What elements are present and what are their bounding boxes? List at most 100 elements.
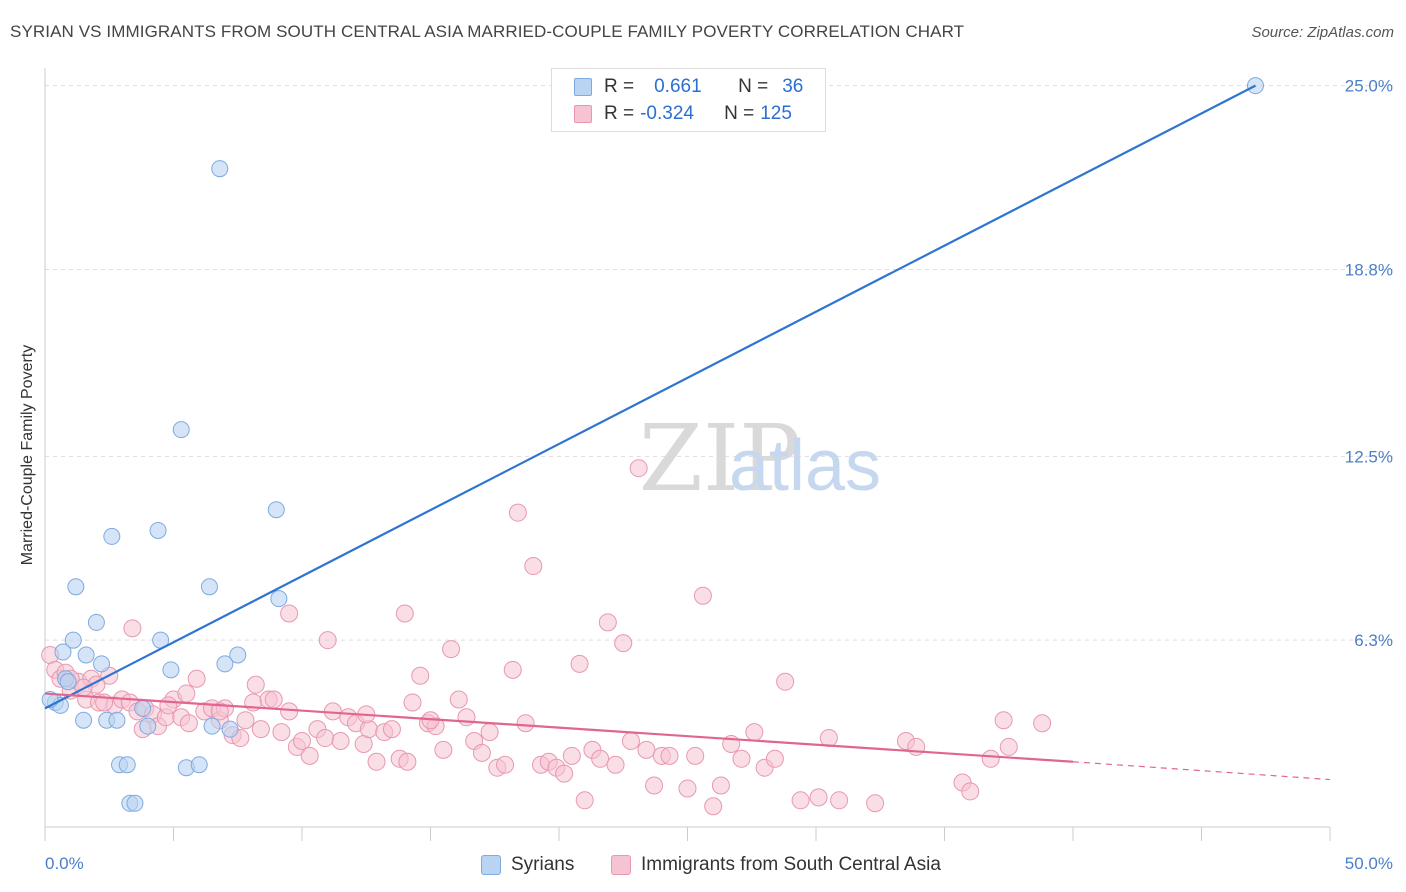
immigrants-point bbox=[645, 776, 664, 795]
syrians-point bbox=[75, 711, 93, 729]
legend-r-label: R = bbox=[604, 76, 635, 97]
syrians-point bbox=[87, 613, 105, 631]
bottom-legend-syrians: Syrians bbox=[481, 852, 574, 878]
immigrants-point bbox=[331, 732, 350, 751]
immigrants-point bbox=[606, 755, 625, 774]
syrians-point bbox=[64, 631, 82, 649]
y-tick-label: 12.5% bbox=[1345, 447, 1393, 466]
immigrants-point bbox=[508, 503, 527, 522]
syrians-point bbox=[67, 578, 85, 596]
immigrants-point bbox=[621, 732, 640, 751]
legend-r-label: R = bbox=[604, 103, 635, 124]
immigrants-point bbox=[570, 654, 589, 673]
immigrants-point bbox=[179, 714, 198, 733]
syrians-point bbox=[134, 699, 152, 717]
bottom-legend-label: Syrians bbox=[511, 854, 575, 875]
immigrants-point bbox=[246, 675, 265, 694]
chart-title: SYRIAN VS IMMIGRANTS FROM SOUTH CENTRAL … bbox=[10, 22, 965, 41]
immigrants-point bbox=[776, 672, 795, 691]
immigrants-point bbox=[693, 586, 712, 605]
immigrants-point bbox=[316, 729, 335, 748]
immigrants-point bbox=[251, 720, 270, 739]
immigrants-point bbox=[745, 723, 764, 742]
immigrants-point bbox=[280, 702, 299, 721]
immigrants-point bbox=[123, 619, 142, 638]
legend-row-immigrants: R = -0.324 N = 125 bbox=[574, 101, 792, 127]
syrians-point bbox=[267, 501, 285, 519]
x-tick-label: 50.0% bbox=[1345, 854, 1393, 873]
immigrants-point bbox=[704, 797, 723, 816]
syrians-point bbox=[172, 421, 190, 439]
syrians-point bbox=[203, 717, 221, 735]
immigrants-point bbox=[711, 776, 730, 795]
bottom-swatch-pink bbox=[611, 855, 631, 875]
legend-n-label: N = bbox=[738, 76, 769, 97]
syrians-point bbox=[126, 794, 144, 812]
immigrants-point bbox=[210, 702, 229, 721]
x-tick-label: 0.0% bbox=[45, 854, 84, 873]
syrians-point bbox=[270, 590, 288, 608]
immigrants-point bbox=[403, 693, 422, 712]
syrians-point bbox=[118, 756, 136, 774]
immigrants-point bbox=[591, 749, 610, 768]
immigrants-point bbox=[830, 791, 849, 810]
immigrants-point bbox=[272, 723, 291, 742]
syrians-points bbox=[41, 77, 1264, 812]
immigrants-point bbox=[994, 711, 1013, 730]
legend-r-value: 0.661 bbox=[654, 76, 702, 97]
immigrants-point bbox=[318, 631, 337, 650]
y-tick-label: 18.8% bbox=[1345, 261, 1393, 280]
immigrants-point bbox=[791, 791, 810, 810]
immigrants-point bbox=[907, 737, 926, 756]
syrians-point bbox=[139, 717, 157, 735]
immigrants-point bbox=[382, 720, 401, 739]
syrians-point bbox=[229, 646, 247, 664]
immigrants-point bbox=[637, 740, 656, 759]
bottom-legend-label: Immigrants from South Central Asia bbox=[641, 854, 941, 875]
immigrants-point bbox=[300, 746, 319, 765]
syrians-point bbox=[77, 646, 95, 664]
legend-r-value: -0.324 bbox=[640, 103, 694, 124]
immigrants-point bbox=[686, 746, 705, 765]
watermark-atlas: atlas bbox=[729, 426, 881, 506]
immigrants-point bbox=[614, 634, 633, 653]
immigrants-point bbox=[516, 714, 535, 733]
immigrants-point bbox=[809, 788, 828, 807]
legend-swatch-blue bbox=[574, 78, 592, 96]
immigrants-point bbox=[496, 755, 515, 774]
immigrants-point bbox=[629, 459, 648, 478]
syrians-point bbox=[200, 578, 218, 596]
immigrants-point bbox=[866, 794, 885, 813]
legend-swatch-pink bbox=[574, 105, 592, 123]
immigrants-point bbox=[367, 752, 386, 771]
syrians-point bbox=[93, 655, 111, 673]
syrians-point bbox=[221, 720, 239, 738]
immigrants-point bbox=[411, 666, 430, 685]
immigrants-trendline-extension bbox=[1072, 761, 1331, 781]
immigrants-point bbox=[449, 690, 468, 709]
immigrants-point bbox=[999, 737, 1018, 756]
immigrants-point bbox=[660, 746, 679, 765]
legend-n-value: 36 bbox=[782, 76, 804, 97]
immigrants-point bbox=[187, 669, 206, 688]
immigrants-point bbox=[293, 732, 311, 751]
syrians-point bbox=[211, 160, 229, 178]
bottom-legend-immigrants: Immigrants from South Central Asia bbox=[611, 852, 941, 878]
immigrants-point bbox=[177, 684, 196, 703]
immigrants-point bbox=[598, 613, 617, 632]
immigrants-point bbox=[359, 720, 378, 739]
y-tick-label: 6.3% bbox=[1354, 631, 1393, 650]
watermark-zip: ZIP bbox=[639, 405, 801, 512]
immigrants-point bbox=[1033, 714, 1052, 733]
syrians-point bbox=[190, 756, 208, 774]
immigrants-point bbox=[480, 723, 499, 742]
immigrants-point bbox=[442, 640, 461, 659]
trendlines bbox=[44, 84, 1331, 781]
bottom-swatch-blue bbox=[481, 855, 501, 875]
immigrants-point bbox=[395, 604, 414, 623]
legend-n-label: N = bbox=[724, 103, 755, 124]
immigrants-point bbox=[961, 782, 980, 801]
immigrants-point bbox=[264, 690, 283, 709]
immigrants-point bbox=[555, 764, 574, 783]
